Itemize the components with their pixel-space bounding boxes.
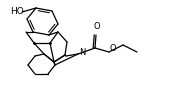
Text: N: N <box>79 48 85 56</box>
Text: O: O <box>94 22 100 31</box>
Text: O: O <box>110 44 117 53</box>
Text: HO: HO <box>10 7 24 16</box>
